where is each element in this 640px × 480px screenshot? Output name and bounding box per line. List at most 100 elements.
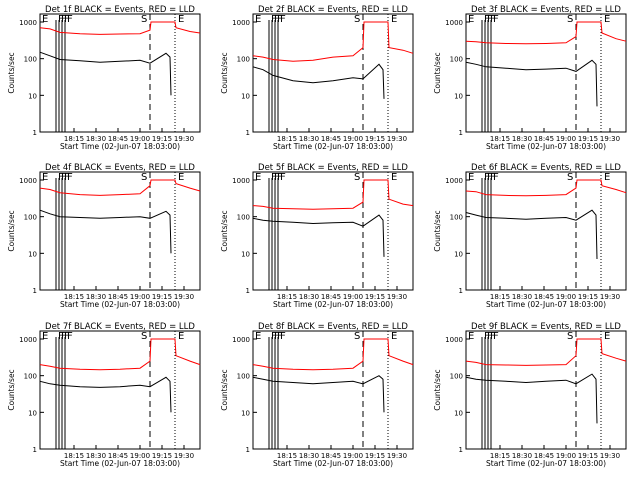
x-tick-label: 18:45 — [534, 135, 554, 143]
panel-5: Det 5f BLACK = Events, RED = LLD 1 10 100 10… — [220, 163, 414, 309]
y-axis-label: Counts/sec — [7, 52, 16, 93]
end-marker-label: E — [178, 14, 184, 25]
y-tick-label: 100 — [237, 56, 250, 64]
f-marker-label: F — [64, 331, 70, 342]
panel-4: Det 4f BLACK = Events, RED = LLD 1 10 100 10… — [7, 163, 201, 309]
y-tick-label: 1000 — [232, 336, 250, 344]
x-tick-label: 18:15 — [277, 452, 297, 460]
events-series-line — [465, 59, 598, 107]
end-marker-label: E — [391, 172, 397, 183]
f-marker-label: F — [280, 172, 286, 183]
y-tick-label: 10 — [241, 92, 250, 100]
start-marker-label: E — [42, 172, 48, 183]
plot-frame — [465, 13, 627, 133]
panel-title: Det 3f BLACK = Events, RED = LLD — [471, 5, 621, 15]
y-tick-label: 1 — [459, 129, 463, 137]
panel-title: Det 4f BLACK = Events, RED = LLD — [45, 163, 195, 173]
f-marker-label: F — [487, 172, 493, 183]
x-axis-label: Start Time (02-Jun-07 18:03:00) — [273, 300, 393, 309]
f-marker-label: F — [61, 331, 67, 342]
x-tick-label: 18:15 — [490, 293, 510, 301]
f-marker-label: F — [277, 331, 283, 342]
x-axis-label: Start Time (02-Jun-07 18:03:00) — [486, 459, 606, 468]
start-marker-label: E — [468, 172, 474, 183]
x-tick-label: 18:45 — [108, 452, 128, 460]
end-marker-label: E — [178, 331, 184, 342]
x-tick-label: 18:45 — [321, 135, 341, 143]
x-tick-label: 19:15 — [152, 293, 172, 301]
lld-series-line — [39, 21, 201, 35]
f-marker-label: F — [67, 172, 73, 183]
y-tick-label: 100 — [237, 214, 250, 222]
y-tick-label: 1 — [246, 287, 250, 295]
x-tick-label: 18:15 — [64, 452, 84, 460]
x-axis-label: Start Time (02-Jun-07 18:03:00) — [273, 459, 393, 468]
plot-frame — [252, 13, 414, 133]
x-tick-label: 19:15 — [578, 452, 598, 460]
x-axis-label: Start Time (02-Jun-07 18:03:00) — [486, 300, 606, 309]
y-tick-label: 100 — [24, 56, 37, 64]
x-tick-label: 18:15 — [490, 452, 510, 460]
y-axis-label: Counts/sec — [7, 369, 16, 410]
panel-6: Det 6f BLACK = Events, RED = LLD 1 10 100 10… — [433, 163, 627, 309]
y-tick-label: 100 — [450, 214, 463, 222]
x-tick-label: 18:30 — [86, 293, 106, 301]
f-marker-label: F — [493, 331, 499, 342]
f-marker-label: F — [280, 331, 286, 342]
f-marker-label: F — [490, 14, 496, 25]
start-marker-label: E — [468, 331, 474, 342]
x-tick-label: 18:30 — [299, 293, 319, 301]
f-marker-label: F — [67, 331, 73, 342]
saa-marker-label: S — [141, 172, 147, 183]
lld-series-line — [252, 179, 414, 210]
events-series-line — [252, 375, 385, 413]
x-tick-label: 19:30 — [387, 452, 407, 460]
x-tick-label: 18:15 — [277, 135, 297, 143]
y-tick-label: 1000 — [232, 19, 250, 27]
f-marker-label: F — [274, 172, 280, 183]
saa-marker-label: S — [567, 331, 573, 342]
f-marker-label: F — [61, 14, 67, 25]
panel-3: Det 3f BLACK = Events, RED = LLD 1 10 100 10… — [433, 5, 627, 151]
end-marker-label: E — [604, 14, 610, 25]
lld-series-line — [252, 338, 414, 371]
y-axis-label: Counts/sec — [433, 369, 442, 410]
x-tick-label: 18:15 — [490, 135, 510, 143]
panel-title: Det 5f BLACK = Events, RED = LLD — [258, 163, 408, 173]
events-series-line — [465, 209, 598, 260]
saa-marker-label: S — [567, 172, 573, 183]
plot-frame — [39, 13, 201, 133]
saa-marker-label: S — [567, 14, 573, 25]
x-tick-label: 19:15 — [365, 135, 385, 143]
events-series-line — [39, 209, 172, 254]
x-tick-label: 19:30 — [387, 135, 407, 143]
y-tick-label: 10 — [454, 409, 463, 417]
x-tick-label: 18:30 — [299, 452, 319, 460]
panel-8: Det 8f BLACK = Events, RED = LLD 1 10 100 10… — [220, 322, 414, 468]
x-tick-label: 19:30 — [387, 293, 407, 301]
x-tick-label: 19:30 — [174, 293, 194, 301]
y-tick-label: 10 — [241, 409, 250, 417]
x-tick-label: 19:30 — [174, 135, 194, 143]
f-marker-label: F — [487, 14, 493, 25]
x-tick-label: 18:30 — [299, 135, 319, 143]
lld-series-line — [39, 179, 201, 196]
start-marker-label: E — [468, 14, 474, 25]
x-axis-label: Start Time (02-Jun-07 18:03:00) — [60, 459, 180, 468]
x-axis-label: Start Time (02-Jun-07 18:03:00) — [486, 142, 606, 151]
lld-series-line — [252, 21, 414, 62]
f-marker-label: F — [277, 14, 283, 25]
x-tick-label: 18:30 — [512, 135, 532, 143]
x-tick-label: 18:30 — [86, 135, 106, 143]
x-tick-label: 18:45 — [108, 293, 128, 301]
y-tick-label: 100 — [237, 373, 250, 381]
x-tick-label: 18:45 — [534, 452, 554, 460]
start-marker-label: E — [42, 14, 48, 25]
panel-title: Det 1f BLACK = Events, RED = LLD — [45, 5, 195, 15]
events-series-line — [252, 214, 385, 257]
start-marker-label: E — [255, 172, 261, 183]
x-tick-label: 19:15 — [365, 293, 385, 301]
panel-9: Det 9f BLACK = Events, RED = LLD 1 10 100 10… — [433, 322, 627, 468]
x-tick-label: 19:15 — [578, 135, 598, 143]
